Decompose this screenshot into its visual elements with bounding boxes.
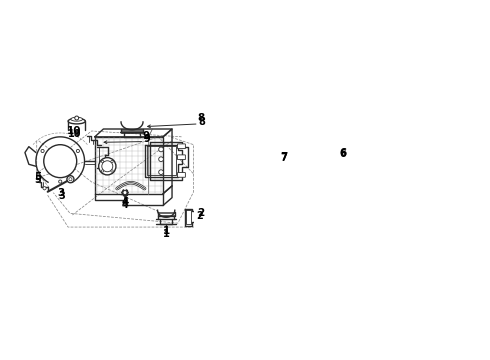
Circle shape [98,158,116,175]
FancyBboxPatch shape [177,155,185,159]
Circle shape [159,170,163,175]
Circle shape [67,176,74,183]
Text: 2: 2 [197,208,204,219]
Text: 1: 1 [163,229,170,239]
Text: 3: 3 [58,191,65,201]
Text: 10: 10 [68,129,81,139]
Circle shape [111,160,113,163]
Text: 3: 3 [58,188,65,198]
FancyBboxPatch shape [177,172,185,177]
Ellipse shape [68,118,85,124]
Text: 10: 10 [67,126,82,136]
Text: 4: 4 [122,200,128,210]
Circle shape [44,145,77,177]
Text: 8: 8 [198,117,205,127]
Text: 6: 6 [339,149,346,159]
Text: 5: 5 [34,175,41,185]
Text: 7: 7 [280,153,287,163]
Text: 5: 5 [34,172,41,182]
Text: 2: 2 [197,211,203,221]
Circle shape [43,187,46,190]
Text: 1: 1 [163,226,170,236]
Circle shape [101,160,104,163]
Circle shape [59,180,62,183]
Circle shape [123,190,127,194]
Text: 7: 7 [280,152,288,162]
Circle shape [159,157,163,162]
Circle shape [111,170,113,172]
Circle shape [101,170,104,172]
Circle shape [41,149,44,153]
Text: 8: 8 [198,113,205,123]
Circle shape [159,147,163,152]
Text: 9: 9 [143,134,150,144]
Circle shape [75,116,79,120]
Text: 6: 6 [339,148,346,158]
Circle shape [69,177,72,181]
Text: 4: 4 [121,197,129,207]
FancyBboxPatch shape [177,144,185,149]
Text: 9: 9 [143,131,150,141]
Ellipse shape [71,117,83,121]
Circle shape [102,161,113,172]
Circle shape [76,149,79,153]
